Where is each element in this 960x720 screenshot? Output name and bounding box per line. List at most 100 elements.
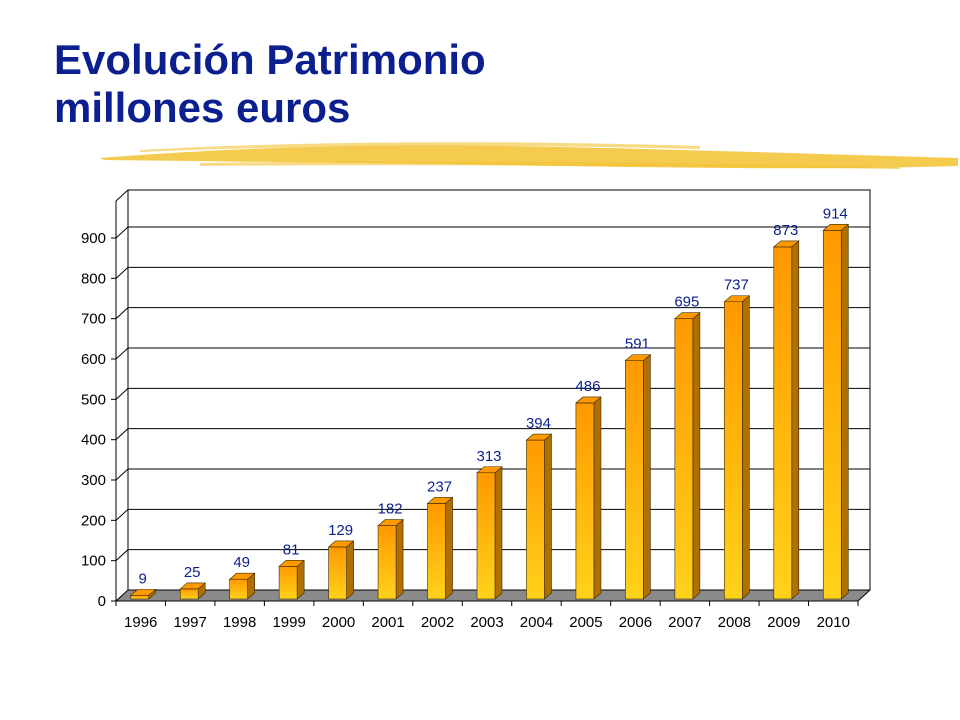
title-line-1: Evolución Patrimonio [54,36,486,83]
bar-front [476,472,496,600]
x-tick-label: 2000 [322,614,355,631]
gridline-side [115,549,129,562]
bar-2005 [575,396,602,600]
data-label: 873 [773,222,798,239]
x-tick-label: 2009 [767,614,800,631]
bar-side [593,396,602,600]
y-tick-label: 200 [81,512,106,529]
bar-side [643,353,651,600]
bar-top [723,295,751,303]
y-tick-label: 900 [81,230,106,247]
data-label: 394 [526,415,551,432]
bar-2006 [624,353,652,600]
data-label: 591 [625,336,650,353]
x-tick-label: 2007 [668,614,701,631]
data-label: 737 [724,277,749,294]
y-tick-label: 500 [81,391,106,408]
bar-front [526,439,545,600]
data-label: 237 [427,478,452,495]
bar-2003 [476,466,503,600]
gridline-side [115,428,129,441]
data-label: 25 [184,564,201,581]
x-tick-label: 2005 [569,614,602,631]
x-tick-label: 2006 [619,614,652,631]
bar-front [130,595,150,600]
y-tick-label: 400 [81,432,106,449]
bar-front [328,546,347,600]
bar-side [544,433,552,600]
bar-front [575,402,595,600]
data-label: 914 [823,205,848,222]
bar-top [624,354,652,361]
bar-1998 [228,572,256,600]
bar-top [179,582,207,590]
bar-1999 [278,559,305,600]
data-label: 695 [674,294,699,311]
x-tick-label: 2008 [718,614,751,631]
y-tick-label: 700 [81,311,106,328]
bar-front [773,246,793,600]
data-label: 129 [328,522,353,539]
bar-side [296,559,305,600]
bar-2004 [525,433,553,600]
bar-front [674,318,694,600]
bar-side [445,496,453,600]
bar-front [377,525,397,600]
bar-top [327,540,355,548]
data-label: 182 [378,501,403,518]
y-tick-label: 0 [98,593,106,610]
data-label: 313 [476,448,501,465]
bar-top [525,433,553,441]
bar-side [346,540,354,600]
bar-1997 [179,582,207,600]
bar-side [692,312,701,600]
title-line-2: millones euros [54,84,351,131]
bar-side [791,240,800,600]
bar-top [772,240,800,248]
gridline-side [115,468,129,481]
bar-side [395,518,404,600]
bar-2007 [674,312,701,600]
gridline-side [115,589,129,602]
gridline-side [115,508,129,521]
x-tick-label: 2004 [520,614,553,631]
x-tick-label: 2003 [470,614,503,631]
x-tick-label: 1998 [223,614,256,631]
x-tick-label: 2001 [371,614,404,631]
bar-front [179,588,199,600]
axis-depth-line [115,189,129,202]
y-tick-label: 100 [81,553,106,570]
data-label: 486 [575,378,600,395]
bar-top [228,572,256,580]
y-tick-label: 600 [81,351,106,368]
data-label: 81 [283,541,300,558]
bar-2009 [772,240,800,600]
gridline-side [115,387,129,400]
data-label: 9 [139,570,147,587]
x-axis-depth-line [857,589,871,602]
bar-top [822,224,850,231]
x-tick-label: 2002 [421,614,454,631]
bar-top [426,497,454,504]
bar-2000 [327,540,355,600]
gridline-side [115,307,129,320]
data-label: 49 [233,554,250,571]
bar-top [575,396,602,404]
y-tick-label: 300 [81,472,106,489]
x-tick-label: 1999 [272,614,305,631]
y-tick-label: 800 [81,270,106,287]
x-tick-label: 2010 [817,614,850,631]
bar-front [822,230,842,600]
bar-side [840,223,849,600]
bar-top [129,589,157,596]
bar-top [278,560,305,567]
gridline-side [115,226,129,239]
bar-side [742,295,750,600]
gridline-side [115,266,129,279]
brush-stroke-decoration [100,142,958,169]
bar-side [494,466,503,600]
x-tick-label: 1997 [174,614,207,631]
gridline-side [115,347,129,360]
slide-title: Evolución Patrimonio millones euros [54,36,486,132]
